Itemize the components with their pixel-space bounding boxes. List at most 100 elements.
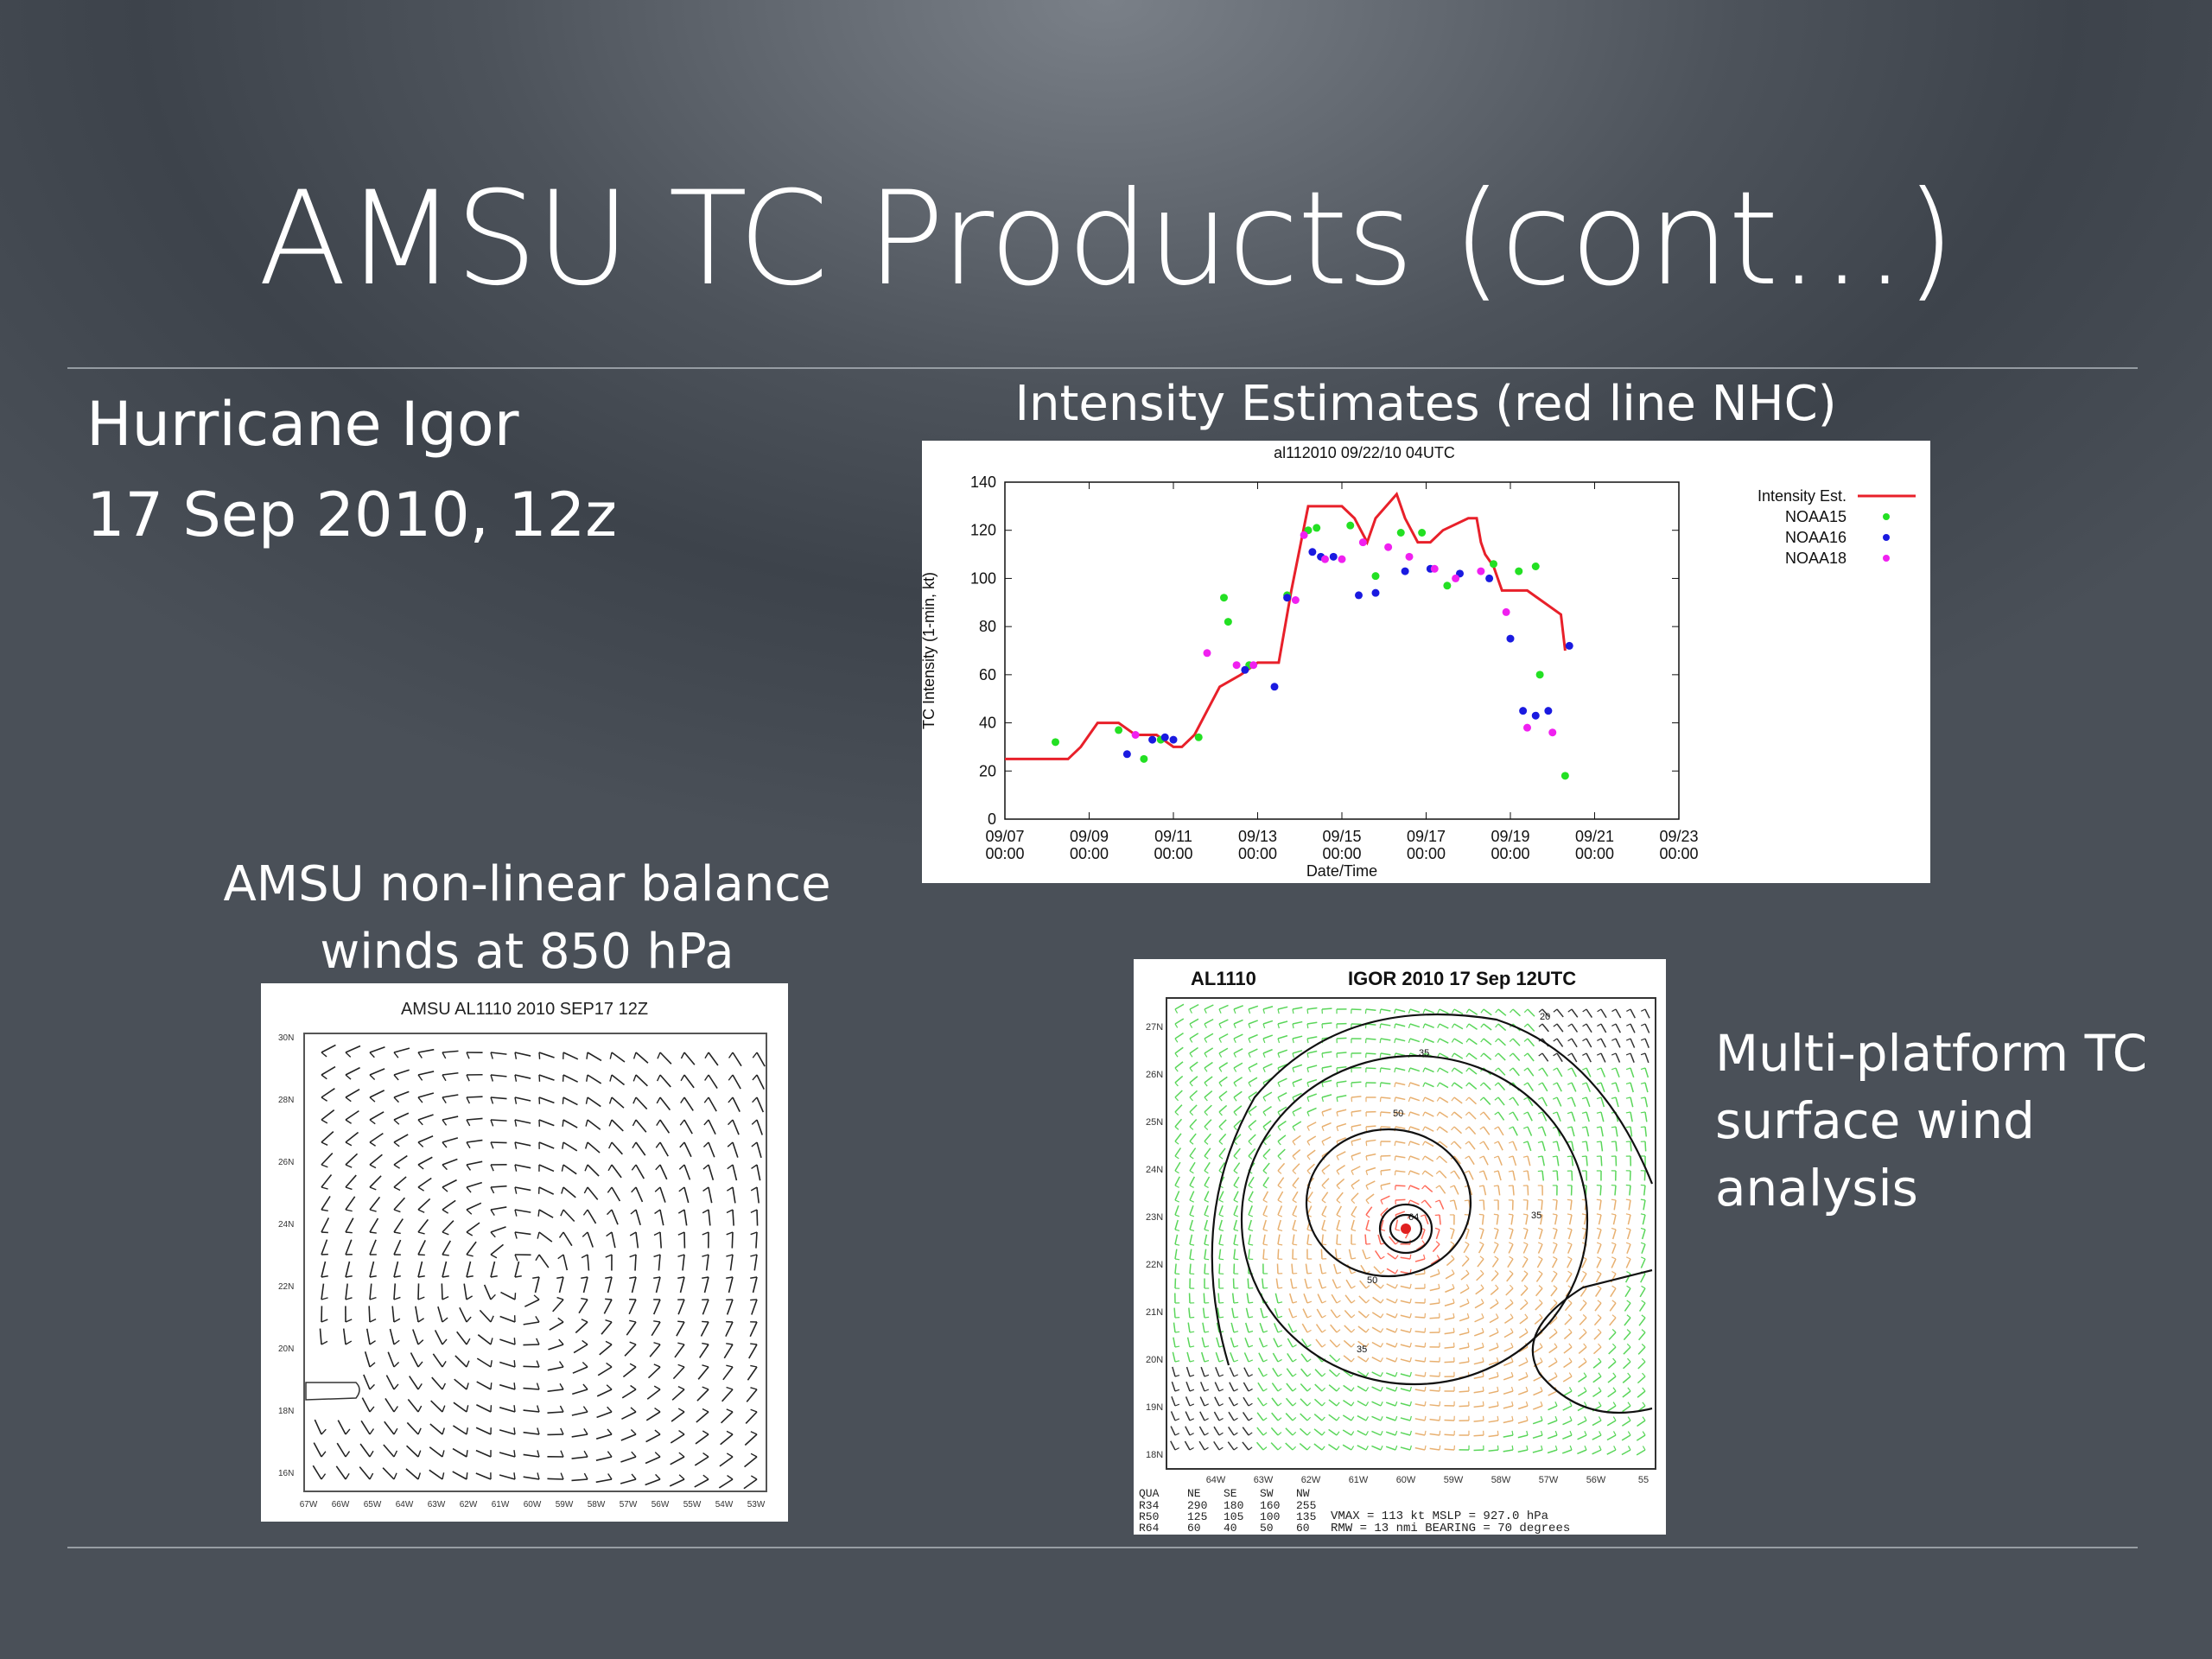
surface-wind-barb <box>1174 1032 1184 1039</box>
surface-wind-barb <box>1256 1397 1264 1407</box>
title-divider <box>67 367 2138 369</box>
surface-wind-barb <box>1292 1191 1299 1201</box>
surface-wind-barb-flag <box>1424 1342 1427 1348</box>
surface-wind-barb <box>1571 1023 1579 1033</box>
wind-barb <box>417 1135 434 1143</box>
wind-barb <box>647 1366 661 1379</box>
surface-wind-barb <box>1306 1021 1318 1025</box>
surface-wind-barb-flag <box>1424 1327 1427 1333</box>
surface-wind-barb <box>1562 1405 1573 1411</box>
wind-barb <box>417 1240 426 1255</box>
surface-wind-barb-flag <box>1277 1330 1283 1333</box>
surface-wind-barb-flag <box>1581 1096 1587 1100</box>
wind-barb-flag <box>750 1276 758 1279</box>
surface-wind-barb <box>1630 1126 1633 1137</box>
surface-wind-barb-flag <box>1379 1082 1382 1088</box>
surface-wind-barb <box>1556 1111 1561 1122</box>
surface-wind-barb-flag <box>1380 1185 1382 1191</box>
surface-wind-barb <box>1189 1033 1199 1039</box>
surface-wind-barb <box>1483 1038 1492 1046</box>
surface-wind-barb <box>1218 1147 1226 1157</box>
wind-barb-flag <box>393 1275 401 1278</box>
surface-wind-barb-flag <box>1351 1285 1356 1289</box>
wind-barb <box>490 1226 506 1233</box>
surface-wind-barb-flag <box>1351 1257 1357 1260</box>
surface-wind-barb-flag <box>1174 1170 1179 1174</box>
surface-wind-barb-flag <box>1537 1111 1543 1115</box>
surface-wind-barb-flag <box>1321 1372 1326 1377</box>
surface-wind-barb <box>1351 1123 1362 1128</box>
surface-wind-barb <box>1215 1367 1220 1377</box>
surface-wind-barb-flag <box>1408 1111 1411 1117</box>
surface-wind-barb <box>1556 1170 1559 1181</box>
surface-wind-barb <box>1277 1049 1288 1054</box>
wind-barb <box>369 1154 383 1166</box>
storm-center <box>1401 1224 1411 1234</box>
surface-wind-barb <box>1228 1411 1235 1421</box>
surface-wind-barb <box>1204 1018 1214 1025</box>
surface-wind-barb-flag <box>1509 1242 1514 1245</box>
wind-barb <box>646 1389 661 1400</box>
surface-wind-barb-flag <box>1379 1067 1382 1073</box>
surface-wind-barb-flag <box>1526 1445 1529 1451</box>
surface-wind-barb-flag <box>1218 1038 1222 1043</box>
surface-wind-barb <box>1468 1038 1478 1046</box>
surface-wind-barb-flag <box>1611 1141 1617 1143</box>
surface-wind-barb <box>1637 1420 1646 1427</box>
surface-wind-barb <box>1351 1152 1362 1157</box>
wind-barb <box>587 1074 602 1084</box>
surface-wind-barb-flag <box>1262 1359 1268 1363</box>
surface-wind-barb-flag <box>1174 1433 1179 1436</box>
surface-wind-barb <box>1321 1164 1331 1172</box>
surface-wind-barb <box>1615 1023 1621 1033</box>
surface-wind-barb-flag <box>1422 1067 1426 1073</box>
surface-wind-barb-flag <box>1479 1155 1484 1159</box>
surface-wind-barb-flag <box>1451 1255 1455 1260</box>
surface-wind-barb <box>1292 1035 1303 1039</box>
chart-title: al112010 09/22/10 04UTC <box>1274 444 1455 461</box>
surface-wind-barb <box>1336 1065 1347 1069</box>
wind-barb-flag <box>514 1141 518 1149</box>
surface-wind-barb-flag <box>1218 1023 1222 1028</box>
surface-wind-barb <box>1248 1077 1258 1084</box>
surface-wind-barb-flag <box>1233 1170 1238 1174</box>
wind-barb-flag <box>417 1119 423 1126</box>
surface-wind-barb <box>1372 1296 1382 1304</box>
wind-barb-flag <box>584 1141 588 1149</box>
surface-wind-barb-flag <box>1627 1357 1631 1363</box>
surface-wind-barb-flag <box>1336 1372 1340 1377</box>
surface-wind-barb-flag <box>1539 1313 1543 1319</box>
surface-wind-barb-flag <box>1218 1082 1223 1087</box>
surface-wind-barb-flag <box>1395 1371 1398 1377</box>
surface-wind-barb-flag <box>1277 1023 1280 1029</box>
surface-wind-barb-flag <box>1351 1199 1356 1205</box>
wind-barb-flag <box>677 1254 685 1257</box>
surface-wind-barb-flag <box>1233 1417 1238 1421</box>
surface-wind-barb-flag <box>1449 1227 1455 1230</box>
surface-wind-barb <box>1292 1219 1296 1230</box>
wind-barb <box>743 1478 758 1490</box>
wind-barb <box>748 1344 758 1359</box>
surface-wind-barb-flag <box>1511 1445 1514 1451</box>
surface-wind-barb-flag <box>1395 1430 1398 1436</box>
wind-barb-flag <box>417 1052 423 1058</box>
surface-wind-barb <box>1644 1067 1649 1078</box>
surface-wind-barb <box>1453 1082 1463 1090</box>
surface-wind-barb-flag <box>1509 1111 1514 1116</box>
wind-barb <box>369 1111 385 1121</box>
surface-wind-barb <box>1644 1126 1648 1137</box>
surface-wind-barb <box>1547 1449 1558 1454</box>
surface-wind-barb <box>1535 1273 1543 1282</box>
wind-barb-flag <box>442 1360 447 1368</box>
surface-wind-barb <box>1641 1243 1646 1255</box>
wind-barb <box>490 1141 507 1144</box>
surface-wind-barb-flag <box>1598 1416 1602 1421</box>
wind-barb <box>621 1389 637 1399</box>
surface-wind-barb <box>1315 1324 1323 1333</box>
wind-barb-flag <box>606 1362 613 1368</box>
latitude-label: 26N <box>1146 1070 1163 1080</box>
wind-barb <box>466 1181 482 1188</box>
surface-wind-barb <box>1357 1356 1367 1363</box>
surface-wind-barb-flag <box>1204 1403 1209 1407</box>
surface-wind-barb-flag <box>1449 1199 1455 1202</box>
